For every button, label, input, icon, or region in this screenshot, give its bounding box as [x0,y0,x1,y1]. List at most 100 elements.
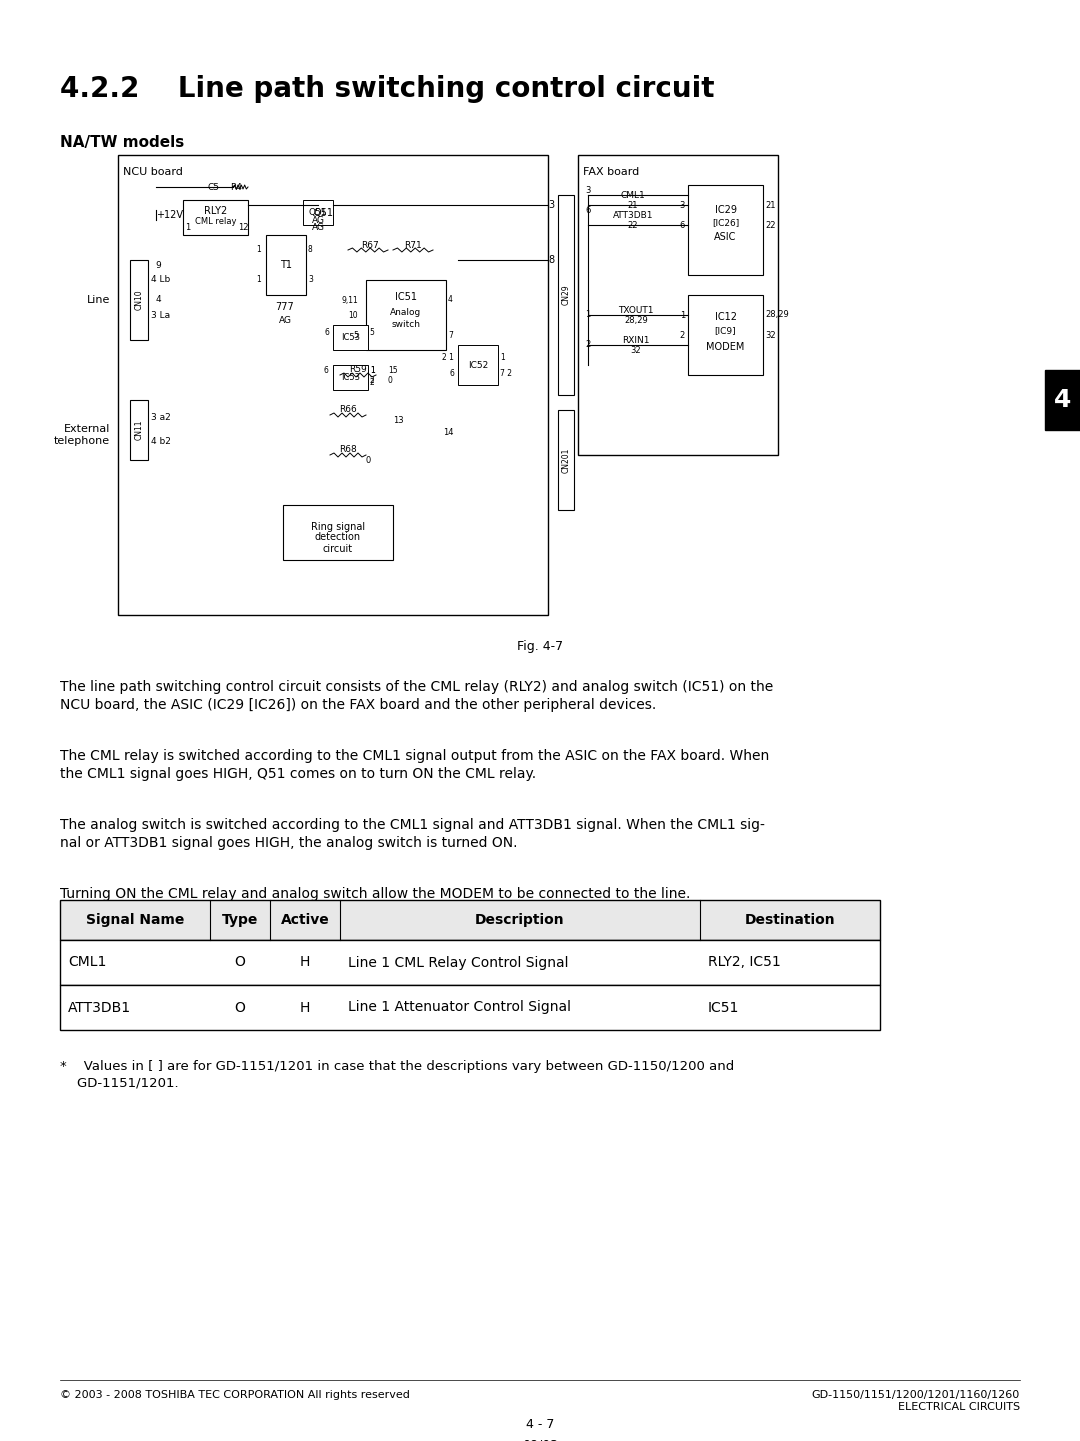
Text: 32: 32 [765,330,775,340]
Text: ATT3DB1: ATT3DB1 [68,1000,131,1014]
Text: CN11: CN11 [135,419,144,441]
Bar [283,504,393,561]
Text: R71: R71 [404,241,422,249]
Text: IC51: IC51 [708,1000,740,1014]
Text: 6: 6 [323,366,328,375]
Bar [688,295,762,375]
Bar [1045,370,1080,429]
Text: Fig. 4-7: Fig. 4-7 [517,640,563,653]
Text: [IC9]: [IC9] [715,327,737,336]
Text: 12: 12 [238,223,248,232]
Text: 3 La: 3 La [151,310,171,320]
Text: 4: 4 [1054,388,1071,412]
Text: IC53: IC53 [341,333,360,342]
Text: 1: 1 [256,245,261,255]
Bar [60,986,880,1030]
Text: NCU board: NCU board [123,167,183,177]
Text: Ring signal: Ring signal [311,523,365,533]
Text: CN29: CN29 [562,285,570,305]
Text: 28,29: 28,29 [765,310,788,320]
Text: 28,29: 28,29 [624,316,648,326]
Bar [60,901,880,940]
Text: Description: Description [475,914,565,927]
Bar [558,411,573,510]
Bar [333,326,368,350]
Text: 3: 3 [548,200,554,210]
Text: CN201: CN201 [562,447,570,473]
Text: 9,11: 9,11 [341,295,357,304]
Text: 0: 0 [388,376,393,385]
Text: 2: 2 [370,376,375,385]
Text: 5: 5 [353,330,357,340]
Text: 6: 6 [449,369,454,378]
Text: 1: 1 [500,353,504,362]
Text: The line path switching control circuit consists of the CML relay (RLY2) and ana: The line path switching control circuit … [60,680,773,712]
Text: IC53: IC53 [341,373,360,382]
Bar [366,280,446,350]
Text: Analog: Analog [390,308,421,317]
Text: 3: 3 [679,200,685,209]
Text: 1: 1 [185,223,190,232]
Bar [303,200,333,225]
Text: R67: R67 [361,241,379,249]
Text: Destination: Destination [745,914,835,927]
Text: 10: 10 [349,310,357,320]
Text: O: O [234,1000,245,1014]
Text: Line: Line [86,295,110,305]
Bar [266,235,306,295]
Text: 7 2: 7 2 [500,369,512,378]
Bar [688,184,762,275]
Text: RXIN1: RXIN1 [622,336,650,344]
Bar [118,156,548,615]
Text: ASIC: ASIC [714,232,737,242]
Text: R68: R68 [339,445,356,454]
Text: 8: 8 [548,255,554,265]
Text: 6: 6 [324,329,329,337]
Text: 22: 22 [627,220,638,231]
Text: IC29: IC29 [715,205,737,215]
Text: Line 1 CML Relay Control Signal: Line 1 CML Relay Control Signal [348,955,568,970]
Bar [333,365,368,391]
Text: 7: 7 [448,330,453,340]
Text: T1: T1 [280,259,292,269]
Text: 2: 2 [370,378,375,388]
Text: H: H [300,955,310,970]
Text: AG: AG [279,316,292,326]
Text: R4: R4 [230,183,242,192]
Text: 3: 3 [308,275,313,284]
Text: CML1: CML1 [68,955,106,970]
Text: *    Values in [ ] are for GD-1151/1201 in case that the descriptions vary betwe: * Values in [ ] are for GD-1151/1201 in … [60,1061,734,1089]
Text: R66: R66 [339,405,356,415]
Text: 4.2.2    Line path switching control circuit: 4.2.2 Line path switching control circui… [60,75,715,102]
Bar [183,200,248,235]
Text: 4 - 7: 4 - 7 [526,1418,554,1431]
Text: 1: 1 [679,310,685,320]
Text: CML relay: CML relay [194,218,237,226]
Text: IC52: IC52 [468,360,488,369]
Text: IC51: IC51 [395,293,417,303]
Text: Type: Type [221,914,258,927]
Bar [458,344,498,385]
Text: RLY2: RLY2 [204,206,227,216]
Text: 22: 22 [765,220,775,229]
Text: 6: 6 [585,206,591,215]
Text: 1: 1 [370,366,375,375]
Text: NA/TW models: NA/TW models [60,135,185,150]
Bar [558,195,573,395]
Text: IC12: IC12 [715,313,737,321]
Text: Q51: Q51 [309,208,327,218]
Bar [60,940,880,986]
Text: AG: AG [311,216,324,225]
Text: 21: 21 [765,200,775,209]
Text: O: O [234,955,245,970]
Text: 6: 6 [679,220,685,229]
Bar [578,156,778,455]
Text: detection: detection [315,533,361,542]
Text: C5: C5 [207,183,219,192]
Text: H: H [300,1000,310,1014]
Text: TXOUT1: TXOUT1 [618,305,653,316]
Text: CML1: CML1 [621,192,646,200]
Text: circuit: circuit [323,543,353,553]
Text: switch: switch [391,320,420,329]
Text: 1: 1 [370,366,375,375]
